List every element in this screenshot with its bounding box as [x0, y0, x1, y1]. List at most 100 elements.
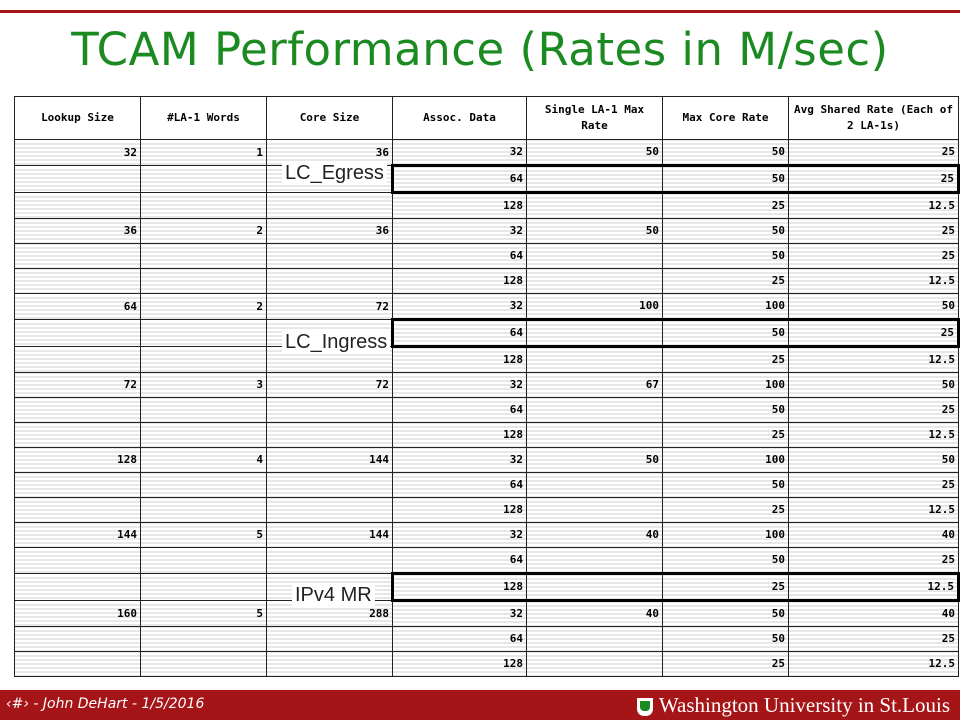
core-size-cell: 144 [266, 447, 393, 473]
table-row: 128 4 144 32 50 100 50 [14, 447, 959, 473]
assoc-data-cell: 32 [392, 600, 527, 627]
table-row: 128 25 12.5 [14, 268, 959, 294]
max-core-rate-cell: 50 [662, 397, 789, 423]
table-row: 128 25 12.5 [14, 192, 959, 219]
lookup-size-cell: 144 [14, 522, 141, 548]
la1-words-cell [140, 346, 267, 373]
assoc-data-cell: 64 [391, 318, 527, 348]
assoc-data-cell: 128 [392, 346, 527, 373]
table-row: 128 25 12.5 [14, 572, 960, 602]
header-avg-shared-rate: Avg Shared Rate (Each of 2 LA-1s) [788, 96, 959, 140]
single-rate-cell [526, 497, 663, 523]
single-rate-cell: 50 [526, 447, 663, 473]
header-single-la1-max-rate: Single LA-1 Max Rate [526, 96, 663, 140]
la1-words-cell [140, 165, 267, 193]
max-core-rate-cell: 25 [662, 651, 789, 677]
lookup-size-cell [14, 573, 141, 601]
table-row: 36 2 36 32 50 50 25 [14, 218, 959, 244]
single-rate-cell [526, 626, 663, 652]
assoc-data-cell: 64 [392, 547, 527, 574]
avg-shared-rate-cell: 50 [788, 447, 959, 473]
footer-bar: ‹#› - John DeHart - 1/5/2016 Washington … [0, 690, 960, 720]
table-row: 64 50 25 [14, 472, 959, 498]
university-crest-icon [636, 698, 653, 717]
avg-shared-rate-cell: 25 [788, 164, 960, 194]
assoc-data-cell: 32 [392, 372, 527, 398]
header-la1-words: #LA-1 Words [140, 96, 267, 140]
la1-words-cell [140, 651, 267, 677]
assoc-data-cell: 128 [392, 651, 527, 677]
la1-words-cell [140, 319, 267, 347]
lookup-size-cell: 72 [14, 372, 141, 398]
core-size-cell [266, 192, 393, 219]
assoc-data-cell: 64 [392, 243, 527, 269]
la1-words-cell [140, 472, 267, 498]
max-core-rate-cell: 25 [662, 422, 789, 448]
lookup-size-cell [14, 497, 141, 523]
max-core-rate-cell: 25 [662, 497, 789, 523]
assoc-data-cell: 32 [392, 139, 527, 166]
lookup-size-cell [14, 397, 141, 423]
la1-words-cell [140, 192, 267, 219]
max-core-rate-cell: 50 [662, 318, 789, 348]
la1-words-cell [140, 268, 267, 294]
lookup-size-cell [14, 243, 141, 269]
core-size-cell: 72 [266, 293, 393, 320]
assoc-data-cell: 128 [392, 497, 527, 523]
assoc-data-cell: 64 [392, 626, 527, 652]
core-size-cell [266, 422, 393, 448]
la1-words-cell: 1 [140, 139, 267, 166]
la1-words-cell [140, 243, 267, 269]
single-rate-cell: 67 [526, 372, 663, 398]
avg-shared-rate-cell: 12.5 [788, 572, 960, 602]
single-rate-cell [526, 572, 663, 602]
la1-words-cell: 3 [140, 372, 267, 398]
core-size-cell: 36 [266, 218, 393, 244]
table-row: 144 5 144 32 40 100 40 [14, 522, 959, 548]
single-rate-cell [526, 268, 663, 294]
table-row: 160 5 288 32 40 50 40 [14, 600, 959, 627]
lc-egress-label: LC_Egress [282, 162, 387, 184]
max-core-rate-cell: 50 [662, 218, 789, 244]
table-row: 72 3 72 32 67 100 50 [14, 372, 959, 398]
avg-shared-rate-cell: 40 [788, 600, 959, 627]
lookup-size-cell: 32 [14, 139, 141, 166]
avg-shared-rate-cell: 25 [788, 243, 959, 269]
la1-words-cell: 5 [140, 522, 267, 548]
single-rate-cell: 40 [526, 522, 663, 548]
single-rate-cell [526, 192, 663, 219]
la1-words-cell [140, 573, 267, 601]
footer-slide-info: ‹#› - John DeHart - 1/5/2016 [6, 696, 205, 712]
la1-words-cell: 2 [140, 218, 267, 244]
la1-words-cell [140, 397, 267, 423]
lookup-size-cell: 160 [14, 600, 141, 627]
assoc-data-cell: 64 [391, 164, 527, 194]
avg-shared-rate-cell: 12.5 [788, 651, 959, 677]
avg-shared-rate-cell: 25 [788, 397, 959, 423]
lookup-size-cell [14, 651, 141, 677]
la1-words-cell: 2 [140, 293, 267, 320]
table-row: 128 25 12.5 [14, 497, 959, 523]
single-rate-cell [526, 243, 663, 269]
performance-table-wrap: Lookup Size #LA-1 Words Core Size Assoc.… [14, 96, 960, 692]
assoc-data-cell: 64 [392, 472, 527, 498]
max-core-rate-cell: 50 [662, 164, 789, 194]
avg-shared-rate-cell: 12.5 [788, 268, 959, 294]
la1-words-cell [140, 422, 267, 448]
assoc-data-cell: 64 [392, 397, 527, 423]
lookup-size-cell [14, 472, 141, 498]
lookup-size-cell: 64 [14, 293, 141, 320]
core-size-cell: 72 [266, 372, 393, 398]
avg-shared-rate-cell: 25 [788, 318, 960, 348]
table-row: 128 25 12.5 [14, 346, 959, 373]
single-rate-cell [526, 318, 663, 348]
avg-shared-rate-cell: 25 [788, 472, 959, 498]
ipv4-mr-label: IPv4 MR [292, 584, 375, 606]
table-row: 64 50 25 [14, 164, 960, 194]
max-core-rate-cell: 100 [662, 293, 789, 320]
max-core-rate-cell: 100 [662, 372, 789, 398]
table-row: 128 25 12.5 [14, 651, 959, 677]
core-size-cell [266, 397, 393, 423]
la1-words-cell: 5 [140, 600, 267, 627]
la1-words-cell [140, 547, 267, 574]
